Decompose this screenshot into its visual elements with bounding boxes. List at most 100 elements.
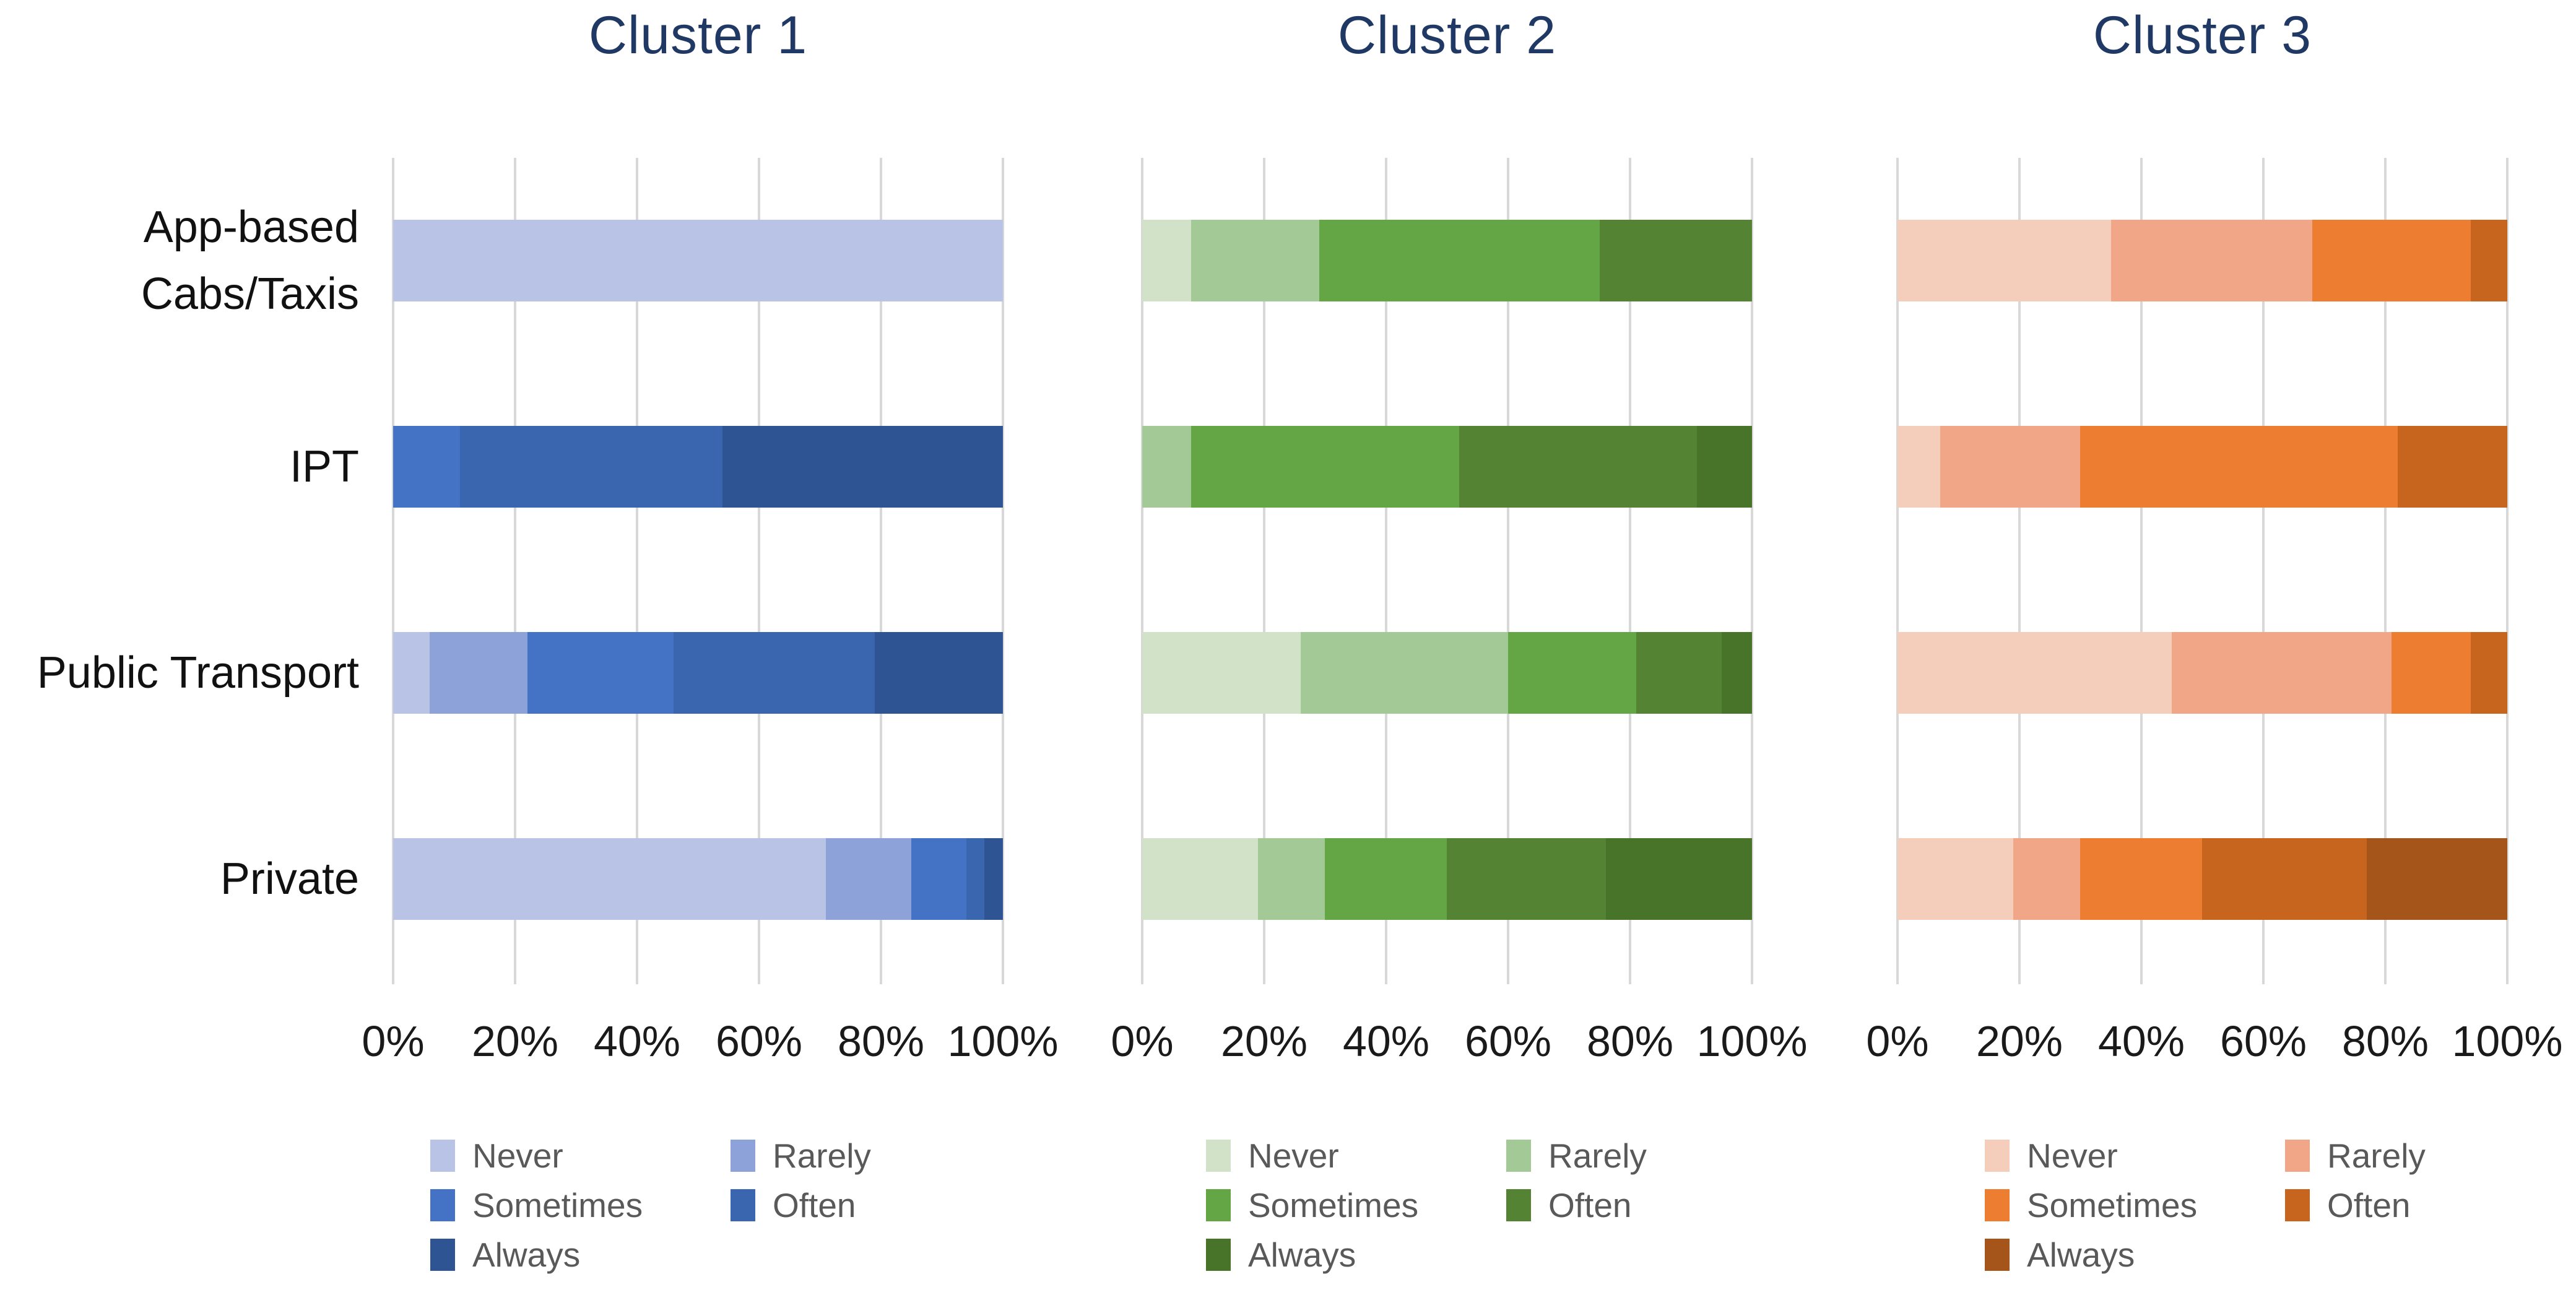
gridline	[636, 158, 638, 984]
x-tick-label: 60%	[1464, 1017, 1552, 1065]
legend-label: Rarely	[1548, 1137, 1647, 1175]
legend-swatch-never	[1985, 1140, 2010, 1172]
bar-row	[1897, 426, 2507, 508]
bar-segment-often	[1447, 838, 1606, 920]
bar-row	[1897, 632, 2507, 714]
bar-segment-sometimes	[1325, 838, 1447, 920]
bar-segment-sometimes	[393, 426, 461, 508]
bar-segment-always	[984, 838, 1003, 920]
gridline	[1385, 158, 1387, 984]
gridline	[514, 158, 516, 984]
bar-segment-sometimes	[2080, 426, 2398, 508]
legend-label: Sometimes	[1248, 1186, 1419, 1224]
bar-segment-sometimes	[1319, 220, 1600, 301]
legend-swatch-often	[1506, 1189, 1531, 1221]
legend-label: Always	[1248, 1236, 1356, 1274]
x-tick-label: 100%	[2452, 1017, 2563, 1065]
gridline	[758, 158, 760, 984]
legend-label: Always	[472, 1236, 581, 1274]
legend-label: Never	[472, 1137, 563, 1175]
legend-label: Always	[2027, 1236, 2135, 1274]
gridline	[2506, 158, 2509, 984]
bar-row	[1142, 426, 1752, 508]
bar-segment-never	[1142, 220, 1191, 301]
gridline	[1002, 158, 1004, 984]
gridline	[880, 158, 882, 984]
gridline	[1896, 158, 1899, 984]
x-tick-label: 80%	[2341, 1017, 2429, 1065]
bar-row	[393, 632, 1003, 714]
bar-segment-sometimes	[2312, 220, 2471, 301]
legend-label: Often	[773, 1186, 856, 1224]
category-label: Public Transport	[37, 648, 359, 698]
legend-label: Never	[2027, 1137, 2118, 1175]
gridline	[1751, 158, 1753, 984]
bar-row	[1142, 838, 1752, 920]
x-tick-label: 80%	[837, 1017, 925, 1065]
category-label: App-based Cabs/Taxis	[141, 202, 359, 319]
x-tick-label: 0%	[362, 1017, 425, 1065]
bar-row	[1142, 632, 1752, 714]
bar-segment-never	[1142, 632, 1301, 714]
legend-swatch-rarely	[731, 1140, 755, 1172]
bar-row	[1142, 220, 1752, 301]
x-tick-label: 40%	[593, 1017, 681, 1065]
legend-swatch-always	[1206, 1239, 1231, 1271]
legend-label: Sometimes	[2027, 1186, 2198, 1224]
chart-title: Cluster 1	[588, 6, 808, 65]
gridline	[2384, 158, 2387, 984]
category-label: IPT	[289, 442, 359, 492]
bar-row	[1897, 838, 2507, 920]
bar-segment-rarely	[1258, 838, 1325, 920]
bar-segment-never	[1897, 632, 2172, 714]
gridline	[392, 158, 394, 984]
gridline	[2262, 158, 2265, 984]
bar-segment-always	[1605, 838, 1752, 920]
gridline	[1141, 158, 1143, 984]
gridline	[2140, 158, 2143, 984]
chart-title: Cluster 2	[1337, 6, 1557, 65]
legend-swatch-rarely	[1506, 1140, 1531, 1172]
legend-label: Often	[2327, 1186, 2411, 1224]
legend-swatch-rarely	[2285, 1140, 2310, 1172]
x-tick-label: 20%	[1975, 1017, 2063, 1065]
bar-segment-rarely	[1142, 426, 1191, 508]
bar-segment-often	[2202, 838, 2367, 920]
bar-segment-rarely	[1940, 426, 2081, 508]
bar-segment-rarely	[2013, 838, 2081, 920]
bar-segment-never	[393, 632, 430, 714]
bar-row	[1897, 220, 2507, 301]
legend-label: Never	[1248, 1137, 1339, 1175]
bar-segment-sometimes	[1507, 632, 1636, 714]
bar-segment-rarely	[430, 632, 527, 714]
bar-segment-never	[1897, 220, 2111, 301]
x-tick-label: 0%	[1866, 1017, 1929, 1065]
legend-swatch-often	[2285, 1189, 2310, 1221]
legend-label: Rarely	[773, 1137, 871, 1175]
bar-segment-rarely	[2110, 220, 2312, 301]
bar-segment-sometimes	[1190, 426, 1460, 508]
bar-segment-often	[674, 632, 875, 714]
bar-segment-never	[1897, 838, 2014, 920]
x-tick-label: 0%	[1111, 1017, 1174, 1065]
bar-segment-often	[1636, 632, 1722, 714]
gridline	[2018, 158, 2021, 984]
legend-swatch-always	[1985, 1239, 2010, 1271]
bar-segment-often	[966, 838, 985, 920]
bar-segment-often	[460, 426, 722, 508]
bar-segment-rarely	[826, 838, 912, 920]
bar-segment-always	[1697, 426, 1752, 508]
bar-segment-sometimes	[527, 632, 674, 714]
x-tick-label: 40%	[2097, 1017, 2185, 1065]
gridline	[1629, 158, 1631, 984]
bar-segment-always	[722, 426, 1003, 508]
legend-swatch-sometimes	[1985, 1189, 2010, 1221]
bar-segment-often	[2397, 426, 2507, 508]
bar-segment-never	[1142, 838, 1259, 920]
x-tick-label: 60%	[2219, 1017, 2307, 1065]
bar-segment-sometimes	[2391, 632, 2471, 714]
bar-segment-never	[393, 838, 826, 920]
x-tick-label: 100%	[1696, 1017, 1808, 1065]
bar-segment-never	[393, 220, 1003, 301]
